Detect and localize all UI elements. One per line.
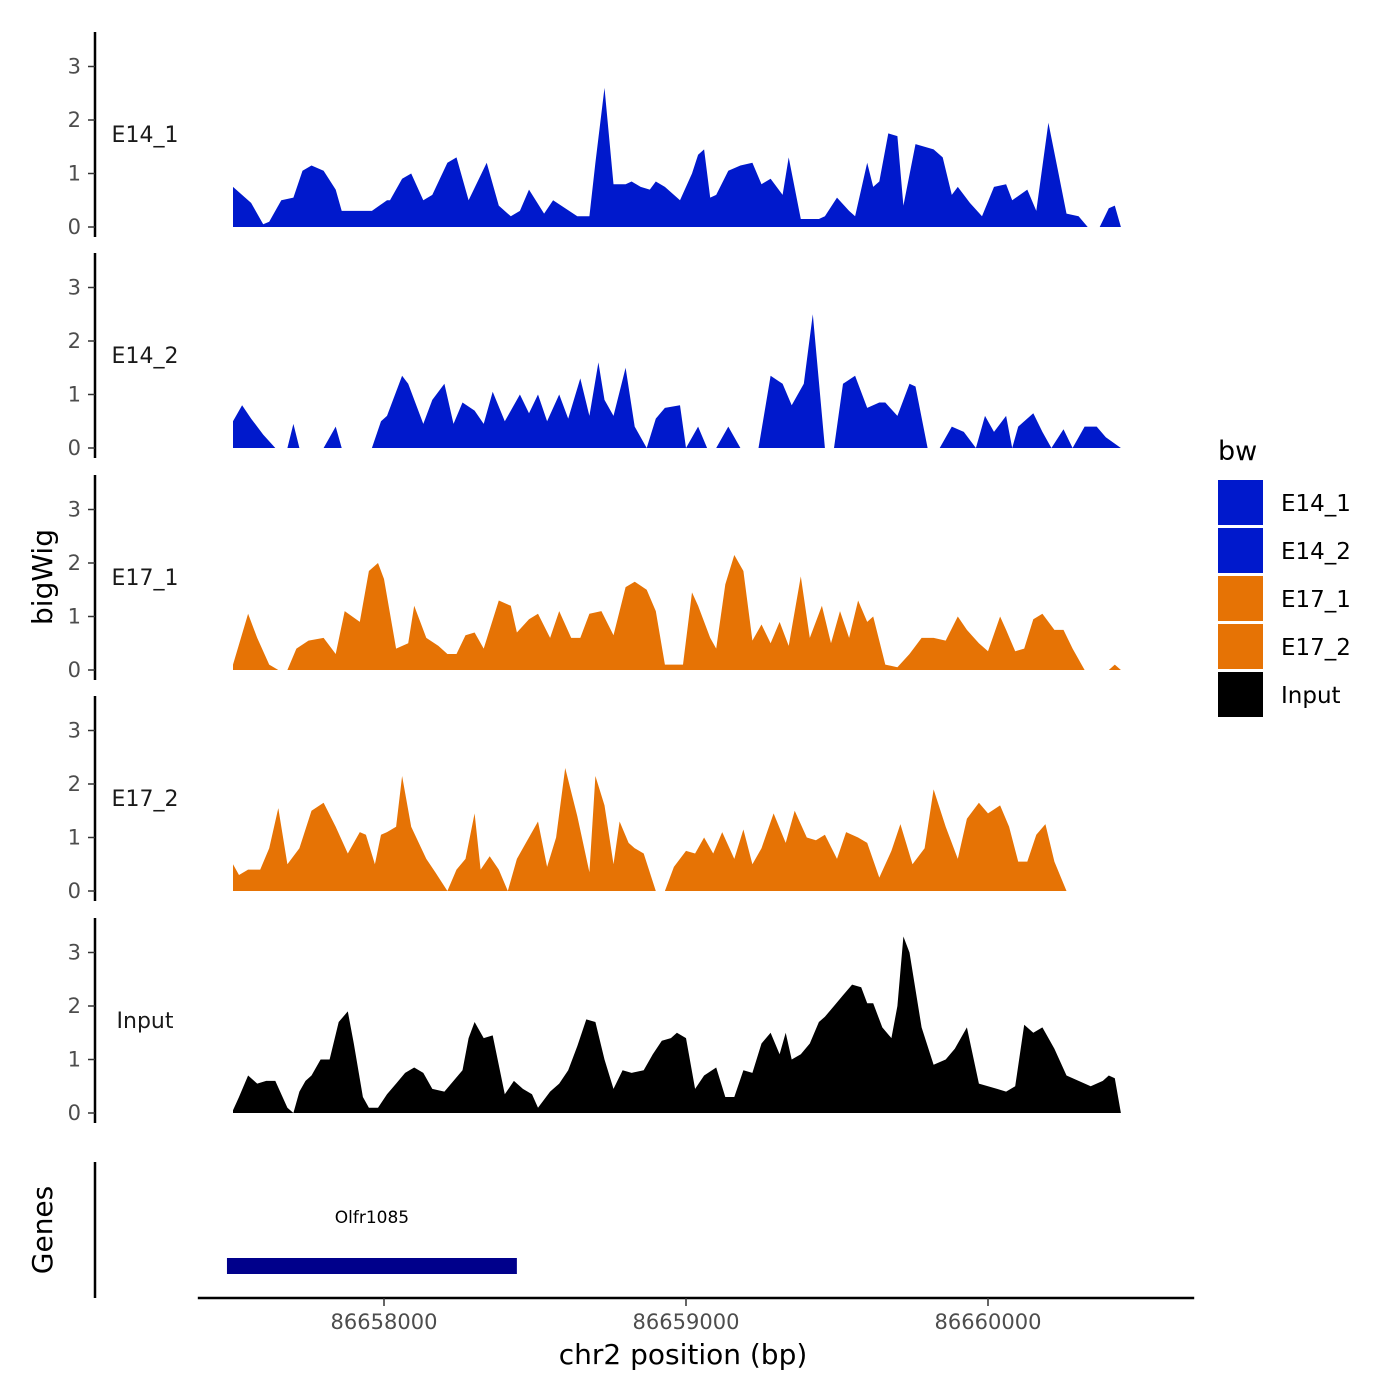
tracks: 0 1 2 3 E14_1 0 1 2 3 E14_2 0 1 2 3 E17_1 0 1 2 3 E17_2 0 1 2 3… — [68, 32, 1121, 1125]
gene-bar — [226, 1258, 517, 1274]
legend-title: bw — [1218, 436, 1257, 467]
y-tick-label: 2 — [68, 329, 81, 353]
x-tick-label: 86660000 — [935, 1310, 1042, 1334]
y-tick-label: 2 — [68, 994, 81, 1018]
track-e17_2: 0 1 2 3 E17_2 — [68, 696, 1100, 903]
track-input: 0 1 2 3 Input — [68, 918, 1121, 1125]
y-tick-label: 3 — [68, 941, 81, 965]
legend-swatch — [1218, 480, 1263, 525]
area-e14_2 — [233, 314, 1121, 448]
x-axis-title: chr2 position (bp) — [559, 1338, 808, 1371]
legend-label: Input — [1281, 683, 1341, 709]
track-e14_1: 0 1 2 3 E14_1 — [68, 32, 1121, 239]
area-e17_1 — [233, 555, 1121, 670]
y-tick-label: 2 — [68, 772, 81, 796]
y-tick-label: 0 — [68, 215, 81, 239]
y-tick-label: 1 — [68, 162, 81, 186]
y-tick-label: 1 — [68, 826, 81, 850]
y-axis-title: bigWig — [26, 529, 59, 625]
y-tick-label: 3 — [68, 276, 81, 300]
area-e17_2 — [233, 768, 1100, 891]
y-tick-label: 0 — [68, 436, 81, 460]
x-tick-label: 86659000 — [633, 1310, 740, 1334]
track-e14_2: 0 1 2 3 E14_2 — [68, 253, 1121, 460]
y-tick-label: 1 — [68, 1048, 81, 1072]
legend-swatch — [1218, 528, 1263, 573]
area-input — [233, 936, 1121, 1113]
track-label: E17_2 — [112, 787, 179, 812]
x-axis: 86658000 86659000 86660000 — [197, 1296, 1195, 1334]
genes-track-title: Genes — [26, 1186, 59, 1274]
track-label: E14_1 — [112, 123, 179, 148]
track-label: Input — [117, 1009, 174, 1034]
y-tick-label: 1 — [68, 605, 81, 629]
track-e17_1: 0 1 2 3 E17_1 — [68, 475, 1121, 682]
y-tick-label: 2 — [68, 108, 81, 132]
legend: bw E14_1 E14_2 E17_1 E17_2 Input — [1218, 436, 1351, 717]
y-tick-label: 3 — [68, 498, 81, 522]
y-tick-label: 0 — [68, 879, 81, 903]
track-label: E17_1 — [112, 566, 179, 591]
legend-label: E17_2 — [1281, 635, 1351, 661]
legend-label: E14_1 — [1281, 491, 1351, 517]
genes-track: Olfr1085 — [93, 1162, 517, 1298]
y-tick-label: 0 — [68, 658, 81, 682]
y-tick-label: 3 — [68, 719, 81, 743]
y-tick-label: 1 — [68, 383, 81, 407]
y-tick-label: 3 — [68, 55, 81, 79]
area-e14_1 — [233, 87, 1121, 228]
legend-swatch — [1218, 624, 1263, 669]
track-label: E14_2 — [112, 344, 179, 369]
legend-swatch — [1218, 576, 1263, 621]
y-tick-label: 2 — [68, 551, 81, 575]
legend-swatch — [1218, 672, 1263, 717]
y-tick-label: 0 — [68, 1101, 81, 1125]
gene-label: Olfr1085 — [335, 1208, 409, 1228]
legend-label: E14_2 — [1281, 539, 1351, 565]
x-tick-label: 86658000 — [331, 1310, 438, 1334]
legend-label: E17_1 — [1281, 587, 1351, 613]
